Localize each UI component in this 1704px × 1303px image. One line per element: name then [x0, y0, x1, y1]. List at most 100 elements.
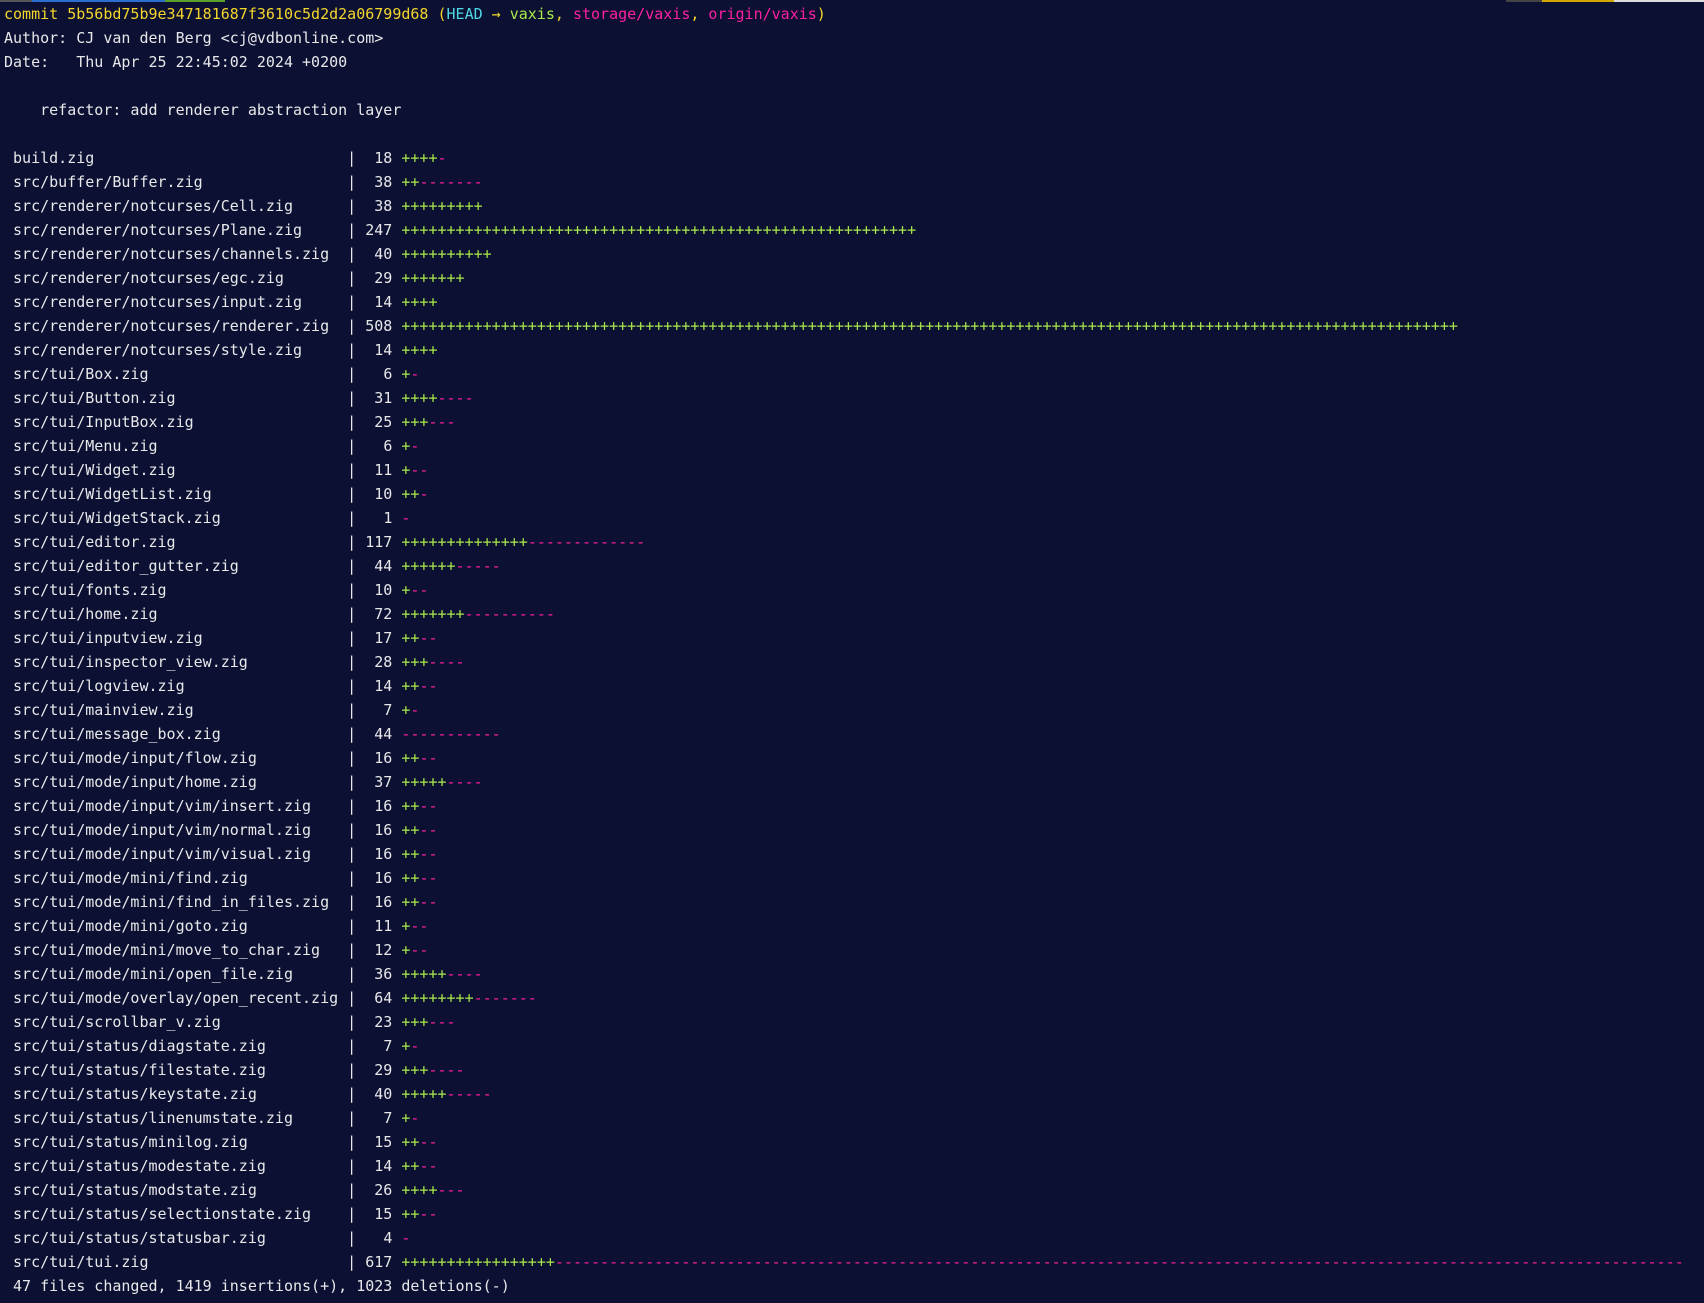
insertions-bar: + — [401, 1109, 411, 1127]
diffstat-row: src/tui/mode/input/flow.zig | 16 ++-- — [13, 749, 438, 767]
insertions-bar: + — [401, 917, 411, 935]
deletions-bar: -- — [419, 1157, 438, 1175]
diffstat-row: src/tui/status/keystate.zig | 40 +++++--… — [13, 1085, 492, 1103]
file-name: src/tui/status/keystate.zig — [13, 1085, 257, 1103]
blank-line — [4, 122, 1684, 146]
insertions-bar: ++++ — [401, 149, 438, 167]
change-count: 17 — [374, 629, 393, 647]
deletions-bar: ----- — [446, 1085, 492, 1103]
file-name: src/tui/editor_gutter.zig — [13, 557, 239, 575]
file-name: src/tui/status/modstate.zig — [13, 1181, 257, 1199]
deletions-bar: ---- — [446, 965, 483, 983]
insertions-bar: ++++++++++++++++++++++++++++++++++++++++… — [401, 221, 917, 239]
tab-indicator — [32, 0, 165, 2]
insertions-bar: ++ — [401, 173, 420, 191]
diffstat-row: src/buffer/Buffer.zig | 38 ++------- — [13, 173, 483, 191]
remote-ref: origin/vaxis — [708, 5, 817, 23]
insertions-bar: ++++++ — [401, 557, 456, 575]
deletions-bar: -- — [419, 749, 438, 767]
change-count: 72 — [374, 605, 393, 623]
file-name: src/tui/status/selectionstate.zig — [13, 1205, 312, 1223]
change-count: 10 — [374, 581, 393, 599]
diffstat-row: src/tui/mode/input/vim/visual.zig | 16 +… — [13, 845, 438, 863]
change-count: 247 — [365, 221, 393, 239]
change-count: 117 — [365, 533, 393, 551]
change-count: 7 — [383, 701, 393, 719]
change-count: 11 — [374, 917, 393, 935]
change-count: 16 — [374, 749, 393, 767]
insertions-bar: ++ — [401, 485, 420, 503]
change-count: 14 — [374, 677, 393, 695]
commit-message: refactor: add renderer abstraction layer — [40, 101, 402, 119]
change-count: 10 — [374, 485, 393, 503]
file-name: src/tui/mode/mini/goto.zig — [13, 917, 248, 935]
insertions-bar: +++++ — [401, 1085, 447, 1103]
date-line: Date: Thu Apr 25 22:45:02 2024 +0200 — [4, 50, 1684, 74]
change-count: 64 — [374, 989, 393, 1007]
deletions-bar: -- — [419, 821, 438, 839]
diffstat-row: src/renderer/notcurses/channels.zig | 40… — [13, 245, 492, 263]
file-name: src/tui/inspector_view.zig — [13, 653, 248, 671]
insertions-bar: ++++ — [401, 389, 438, 407]
arrow-icon: → — [491, 5, 501, 23]
file-name: src/tui/Button.zig — [13, 389, 176, 407]
file-name: src/tui/tui.zig — [13, 1253, 149, 1271]
diffstat-row: src/tui/tui.zig | 617 +++++++++++++++++-… — [13, 1253, 1684, 1271]
summary-line: 47 files changed, 1419 insertions(+), 10… — [4, 1274, 1684, 1298]
file-name: src/tui/status/diagstate.zig — [13, 1037, 266, 1055]
file-name: src/renderer/notcurses/renderer.zig — [13, 317, 330, 335]
change-count: 16 — [374, 845, 393, 863]
change-count: 16 — [374, 869, 393, 887]
change-count: 6 — [383, 437, 393, 455]
change-count: 40 — [374, 1085, 393, 1103]
diffstat-row: src/tui/status/minilog.zig | 15 ++-- — [13, 1133, 438, 1151]
insertions-bar: ++++++++ — [401, 989, 474, 1007]
diffstat-row: src/renderer/notcurses/style.zig | 14 ++… — [13, 341, 438, 359]
deletions-bar: - — [419, 485, 429, 503]
change-count: 15 — [374, 1133, 393, 1151]
diffstat-row: src/tui/fonts.zig | 10 +-- — [13, 581, 429, 599]
change-count: 12 — [374, 941, 393, 959]
diffstat-row: src/renderer/notcurses/egc.zig | 29 ++++… — [13, 269, 465, 287]
file-name: src/tui/mode/input/vim/insert.zig — [13, 797, 312, 815]
change-count: 40 — [374, 245, 393, 263]
deletions-bar: - — [410, 437, 420, 455]
diffstat-row: src/tui/scrollbar_v.zig | 23 +++--- — [13, 1013, 456, 1031]
deletions-bar: - — [410, 701, 420, 719]
insertions-bar: ++++++++++++++ — [401, 533, 528, 551]
diffstat-row: src/tui/mode/mini/goto.zig | 11 +-- — [13, 917, 429, 935]
message-line: refactor: add renderer abstraction layer — [4, 98, 1684, 122]
diffstat-row: src/tui/Button.zig | 31 ++++---- — [13, 389, 474, 407]
deletions-bar: -- — [419, 893, 438, 911]
branch-ref: vaxis — [509, 5, 555, 23]
deletions-bar: -- — [410, 941, 429, 959]
insertions-bar: +++++++ — [401, 269, 465, 287]
insertions-bar: + — [401, 461, 411, 479]
diffstat-row: src/tui/status/filestate.zig | 29 +++---… — [13, 1061, 465, 1079]
diffstat-row: src/tui/status/modstate.zig | 26 ++++--- — [13, 1181, 465, 1199]
terminal-output: commit 5b56bd75b9e347181687f3610c5d2d2a0… — [4, 2, 1684, 1298]
change-count: 508 — [365, 317, 393, 335]
change-count: 16 — [374, 797, 393, 815]
diffstat-row: src/renderer/notcurses/renderer.zig | 50… — [13, 317, 1458, 335]
change-count: 37 — [374, 773, 393, 791]
insertions-bar: ++ — [401, 845, 420, 863]
insertions-bar: + — [401, 1037, 411, 1055]
diffstat-row: src/tui/status/selectionstate.zig | 15 +… — [13, 1205, 438, 1223]
insertions-bar: ++ — [401, 1157, 420, 1175]
insertions-bar: +++++++++ — [401, 197, 483, 215]
diffstat-row: src/tui/mode/input/vim/insert.zig | 16 +… — [13, 797, 438, 815]
date: Thu Apr 25 22:45:02 2024 +0200 — [76, 53, 348, 71]
change-count: 18 — [374, 149, 393, 167]
insertions-bar: ++ — [401, 797, 420, 815]
diffstat-row: build.zig | 18 ++++- — [13, 149, 447, 167]
tab-indicator — [0, 0, 32, 2]
change-count: 29 — [374, 269, 393, 287]
insertions-bar: ++ — [401, 749, 420, 767]
change-count: 38 — [374, 173, 393, 191]
file-name: src/renderer/notcurses/Cell.zig — [13, 197, 293, 215]
insertions-bar: +++ — [401, 413, 429, 431]
deletions-bar: - — [410, 365, 420, 383]
insertions-bar: +++ — [401, 1061, 429, 1079]
insertions-bar: ++ — [401, 869, 420, 887]
